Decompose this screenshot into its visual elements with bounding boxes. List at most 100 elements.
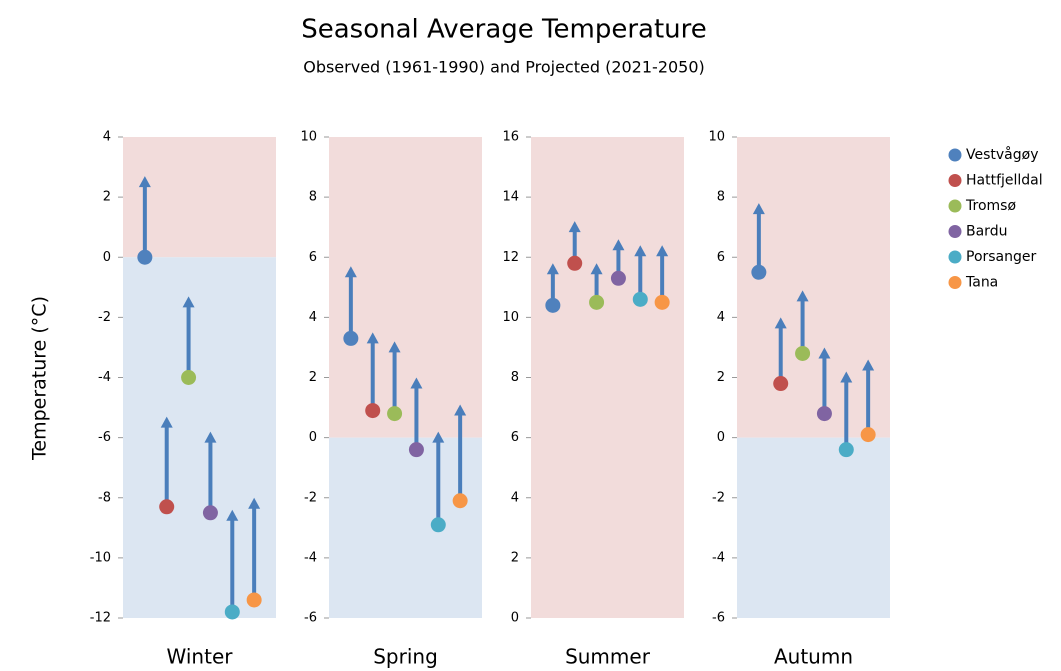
arrow-head [454, 404, 467, 416]
y-tick-label: -6 [712, 611, 725, 626]
observed-dot [387, 406, 403, 422]
arrow-head [182, 296, 195, 308]
chart-title: Seasonal Average Temperature [301, 15, 707, 45]
arrow-head [796, 290, 809, 302]
arrow-head [612, 239, 625, 251]
y-tick-label: -12 [90, 611, 111, 626]
y-tick-label: -2 [304, 490, 317, 505]
panel-label: Winter [167, 645, 234, 669]
y-tick-label: 0 [103, 250, 111, 265]
y-tick-label: 4 [717, 310, 725, 325]
legend-label: Hattfjelldal [966, 173, 1043, 189]
y-tick-label: -2 [712, 490, 725, 505]
y-tick-label: -6 [98, 430, 111, 445]
legend-swatch [948, 148, 962, 162]
legend-label: Porsanger [966, 249, 1037, 265]
observed-dot [610, 270, 626, 286]
y-tick-label: 0 [717, 430, 725, 445]
arrow-head [226, 509, 239, 521]
arrow-head [568, 221, 581, 233]
observed-dot [202, 505, 218, 521]
observed-dot [860, 427, 876, 443]
arrow-head [818, 347, 831, 359]
observed-dot [632, 291, 648, 307]
arrow-head [366, 332, 379, 344]
y-tick-label: 2 [511, 550, 519, 565]
y-tick-label: -2 [98, 310, 111, 325]
y-tick-label: -6 [304, 611, 317, 626]
y-tick-label: -4 [304, 550, 317, 565]
arrow-head [656, 245, 669, 257]
observed-dot [452, 493, 468, 509]
observed-dot [159, 499, 175, 515]
arrow-head [840, 371, 853, 383]
observed-dot [137, 249, 153, 265]
panel-label: Spring [373, 645, 438, 669]
observed-dot [654, 294, 670, 310]
observed-dot [545, 297, 561, 313]
y-tick-label: 10 [300, 130, 317, 145]
y-tick-label: 2 [717, 370, 725, 385]
panel-label: Autumn [774, 645, 853, 669]
chart-subtitle: Observed (1961-1990) and Projected (2021… [303, 58, 705, 77]
observed-dot [589, 294, 605, 310]
arrow-head [204, 431, 217, 443]
observed-dot [408, 442, 424, 458]
arrow-head [410, 377, 423, 389]
legend-label: Tana [965, 275, 998, 291]
observed-dot [816, 406, 832, 422]
observed-dot [838, 442, 854, 458]
arrow-head [590, 263, 603, 275]
y-tick-label: 8 [511, 370, 519, 385]
observed-dot [773, 376, 789, 392]
observed-dot [246, 592, 262, 608]
observed-dot [343, 330, 359, 346]
arrow-head [138, 176, 151, 188]
arrow-head [634, 245, 647, 257]
observed-dot [365, 403, 381, 419]
arrow-head [160, 416, 173, 428]
y-tick-label: 16 [502, 130, 519, 145]
y-tick-label: 0 [511, 611, 519, 626]
y-tick-label: 10 [502, 310, 519, 325]
y-tick-label: 14 [502, 190, 519, 205]
legend-label: Tromsø [965, 198, 1016, 214]
y-tick-label: 10 [708, 130, 725, 145]
y-tick-label: -4 [712, 550, 725, 565]
y-tick-label: 8 [309, 190, 317, 205]
observed-dot [795, 345, 811, 361]
y-tick-label: 6 [511, 430, 519, 445]
arrow-head [248, 497, 261, 509]
y-tick-label: -4 [98, 370, 111, 385]
observed-dot [224, 604, 240, 620]
arrow-head [774, 317, 787, 329]
warm-region [329, 137, 482, 438]
arrow-head [862, 359, 875, 371]
y-tick-label: 2 [103, 190, 111, 205]
observed-dot [751, 264, 767, 280]
y-axis-label: Temperature (°C) [29, 296, 51, 461]
observed-dot [181, 370, 197, 385]
y-tick-label: 6 [717, 250, 725, 265]
warm-region [737, 137, 890, 438]
y-tick-label: 4 [309, 310, 317, 325]
legend-label: Vestvågøy [966, 146, 1039, 163]
legend-swatch [948, 250, 962, 264]
legend-swatch [948, 174, 962, 187]
arrow-head [344, 266, 357, 278]
observed-dot [430, 517, 446, 533]
cold-region [329, 437, 482, 618]
y-tick-label: -10 [90, 550, 111, 565]
y-tick-label: 6 [309, 250, 317, 265]
legend-swatch [948, 276, 962, 289]
cold-region [123, 257, 276, 618]
observed-dot [567, 255, 583, 271]
legend-label: Bardu [966, 224, 1007, 240]
warm-region [123, 137, 276, 258]
y-tick-label: 4 [511, 490, 519, 505]
y-tick-label: 8 [717, 190, 725, 205]
y-tick-label: -8 [98, 490, 111, 505]
arrow-head [752, 203, 765, 215]
y-tick-label: 0 [309, 430, 317, 445]
